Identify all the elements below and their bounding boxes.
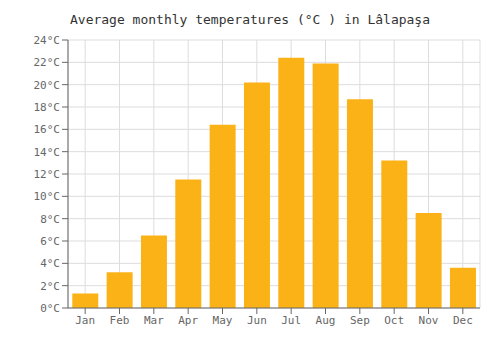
svg-text:14°C: 14°C — [34, 146, 61, 159]
svg-text:May: May — [213, 314, 233, 327]
svg-text:Feb: Feb — [110, 314, 130, 327]
svg-text:8°C: 8°C — [40, 213, 60, 226]
svg-text:12°C: 12°C — [34, 168, 61, 181]
svg-text:20°C: 20°C — [34, 79, 61, 92]
svg-text:Jan: Jan — [75, 314, 95, 327]
svg-text:Oct: Oct — [384, 314, 404, 327]
svg-text:22°C: 22°C — [34, 56, 61, 69]
svg-text:Aug: Aug — [316, 314, 336, 327]
svg-text:Sep: Sep — [350, 314, 370, 327]
svg-text:Nov: Nov — [419, 314, 439, 327]
svg-text:0°C: 0°C — [40, 302, 60, 315]
svg-text:Jul: Jul — [281, 314, 301, 327]
svg-text:Dec: Dec — [453, 314, 473, 327]
svg-text:6°C: 6°C — [40, 235, 60, 248]
svg-text:4°C: 4°C — [40, 257, 60, 270]
svg-text:Jun: Jun — [247, 314, 267, 327]
svg-text:Apr: Apr — [178, 314, 198, 327]
html-text:Average monthly temperatures (: Average monthly temperatures (°C ) in Lâ… — [70, 12, 430, 27]
svg-text:24°C: 24°C — [34, 34, 61, 47]
svg-text:Mar: Mar — [144, 314, 164, 327]
svg-text:10°C: 10°C — [34, 190, 61, 203]
svg-text:18°C: 18°C — [34, 101, 61, 114]
svg-text:2°C: 2°C — [40, 280, 60, 293]
svg-text:16°C: 16°C — [34, 123, 61, 136]
